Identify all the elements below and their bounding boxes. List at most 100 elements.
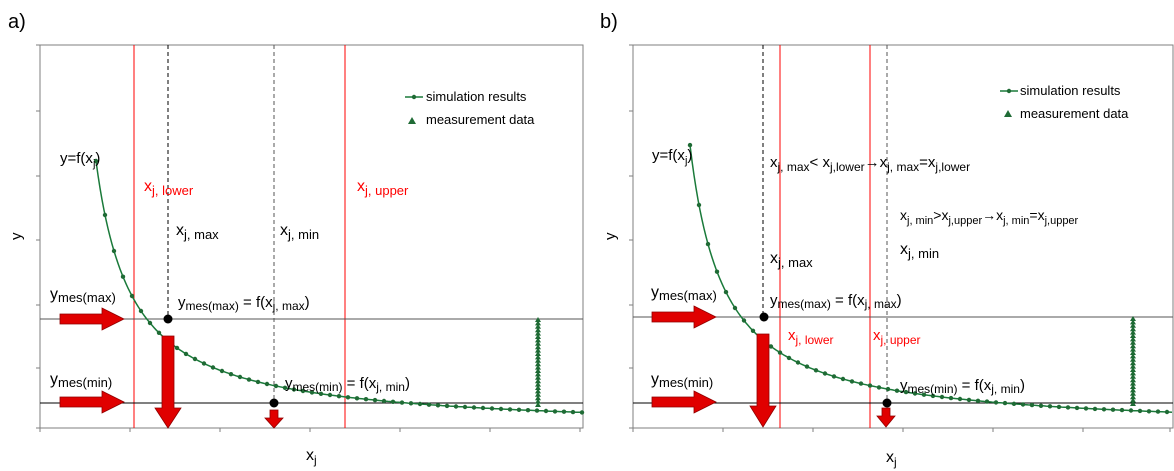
- panel-b-legend-sim: simulation results: [1020, 83, 1121, 98]
- simulation-marker: [174, 345, 180, 351]
- simulation-marker: [714, 269, 720, 274]
- simulation-marker: [309, 390, 315, 395]
- simulation-marker: [894, 388, 900, 393]
- simulation-marker: [444, 403, 450, 409]
- measurement-marker: [1130, 373, 1136, 379]
- simulation-marker: [435, 403, 441, 408]
- measurement-marker: [1130, 319, 1136, 325]
- panel-b-x-axis-label: xj: [886, 449, 897, 469]
- simulation-marker: [354, 396, 360, 401]
- simulation-marker: [1101, 407, 1107, 412]
- panel-a-x-ticks: [39, 428, 581, 432]
- simulation-marker: [147, 320, 153, 326]
- panel-b-lower-down-arrow: [749, 333, 777, 428]
- measurement-marker: [1130, 336, 1136, 342]
- simulation-marker: [336, 394, 342, 399]
- simulation-marker: [1047, 404, 1053, 409]
- simulation-marker: [1038, 403, 1044, 408]
- panel-a-xmax-down-arrow: [154, 335, 182, 429]
- panel-a-ymax-arrow: [59, 307, 125, 331]
- panel-a-ymax-label: ymes(max): [50, 286, 116, 305]
- simulation-marker: [552, 409, 558, 414]
- simulation-marker: [570, 409, 576, 415]
- panel-a-upper-label: xj, upper: [357, 178, 409, 198]
- simulation-marker: [750, 328, 756, 333]
- simulation-marker: [768, 344, 774, 349]
- simulation-marker: [876, 385, 882, 390]
- measurement-marker: [535, 398, 541, 404]
- measurement-marker: [1130, 377, 1136, 383]
- simulation-marker: [363, 397, 369, 402]
- panel-b-lower-label: xj, lower: [788, 327, 834, 347]
- simulation-marker: [858, 381, 864, 386]
- panel-a-x-axis-label: xj: [306, 447, 317, 467]
- panel-b-ymin-label: ymes(min): [651, 371, 713, 390]
- measurement-marker: [535, 323, 541, 329]
- measurement-marker: [1130, 343, 1136, 349]
- simulation-marker: [1029, 402, 1035, 408]
- measurement-marker: [535, 351, 541, 356]
- simulation-marker: [993, 400, 999, 405]
- measurement-marker: [535, 334, 541, 339]
- panel-a-eq-max: ymes(max) = f(xj, max): [178, 294, 310, 313]
- measurement-marker: [1130, 370, 1136, 376]
- measurement-marker: [535, 361, 541, 367]
- panel-a-legend-sim: simulation results: [426, 89, 527, 104]
- panel-b-label: b): [600, 11, 618, 33]
- panel-a-label: a): [8, 11, 26, 33]
- measurement-marker: [1130, 339, 1136, 345]
- simulation-marker: [795, 360, 801, 365]
- simulation-marker: [777, 350, 783, 355]
- simulation-marker: [219, 368, 225, 374]
- simulation-marker: [1074, 405, 1080, 411]
- simulation-marker: [1092, 406, 1098, 412]
- simulation-marker: [129, 293, 135, 299]
- panel-b-ymax-arrow: [651, 305, 717, 329]
- panel-b-plot-frame: [632, 44, 1174, 429]
- measurement-marker: [535, 354, 541, 360]
- simulation-marker: [1020, 402, 1026, 407]
- simulation-marker: [246, 377, 252, 382]
- panel-b-rule-min: xj, min>xj,upper→xj, min=xj,upper: [900, 207, 1079, 227]
- simulation-marker: [183, 351, 189, 357]
- simulation-marker: [885, 386, 891, 392]
- panel-a-y-ticks: [36, 44, 40, 429]
- simulation-marker: [525, 408, 531, 413]
- panel-a-ymin-arrow: [59, 390, 125, 414]
- simulation-marker: [966, 397, 972, 403]
- panel-b-function-label: y=f(xj): [652, 147, 692, 167]
- measurement-marker: [1130, 384, 1136, 389]
- measurement-marker: [535, 340, 541, 346]
- panel-b-legend-meas: measurement data: [1020, 106, 1129, 121]
- measurement-marker: [1130, 316, 1136, 321]
- measurement-marker: [535, 391, 541, 397]
- simulation-marker: [480, 405, 486, 411]
- simulation-marker: [489, 406, 495, 411]
- simulation-marker: [561, 409, 567, 414]
- measurement-marker: [535, 374, 541, 380]
- simulation-marker: [1164, 409, 1170, 415]
- simulation-marker: [120, 274, 126, 279]
- simulation-marker: [93, 158, 99, 164]
- simulation-marker: [732, 305, 738, 311]
- simulation-marker: [192, 356, 198, 362]
- measurement-marker: [535, 395, 541, 401]
- simulation-marker: [705, 241, 711, 247]
- measurement-marker: [535, 378, 541, 384]
- simulation-marker: [237, 374, 243, 380]
- simulation-marker: [543, 408, 549, 414]
- panel-a: a): [8, 11, 585, 467]
- panel-b-eq-max: ymes(max) = f(xj, max): [770, 292, 902, 311]
- panel-b-legend: simulation results measurement data: [1000, 83, 1129, 121]
- measurement-marker: [535, 320, 541, 326]
- measurement-marker: [1130, 356, 1136, 362]
- simulation-marker: [948, 395, 954, 401]
- simulation-marker: [1119, 407, 1125, 413]
- panel-b-ymax-label: ymes(max): [651, 284, 717, 303]
- simulation-marker: [912, 391, 918, 396]
- panel-b-xmin-label: xj, min: [900, 241, 939, 261]
- simulation-marker: [498, 406, 504, 412]
- simulation-marker: [273, 383, 279, 389]
- simulation-marker: [867, 383, 873, 388]
